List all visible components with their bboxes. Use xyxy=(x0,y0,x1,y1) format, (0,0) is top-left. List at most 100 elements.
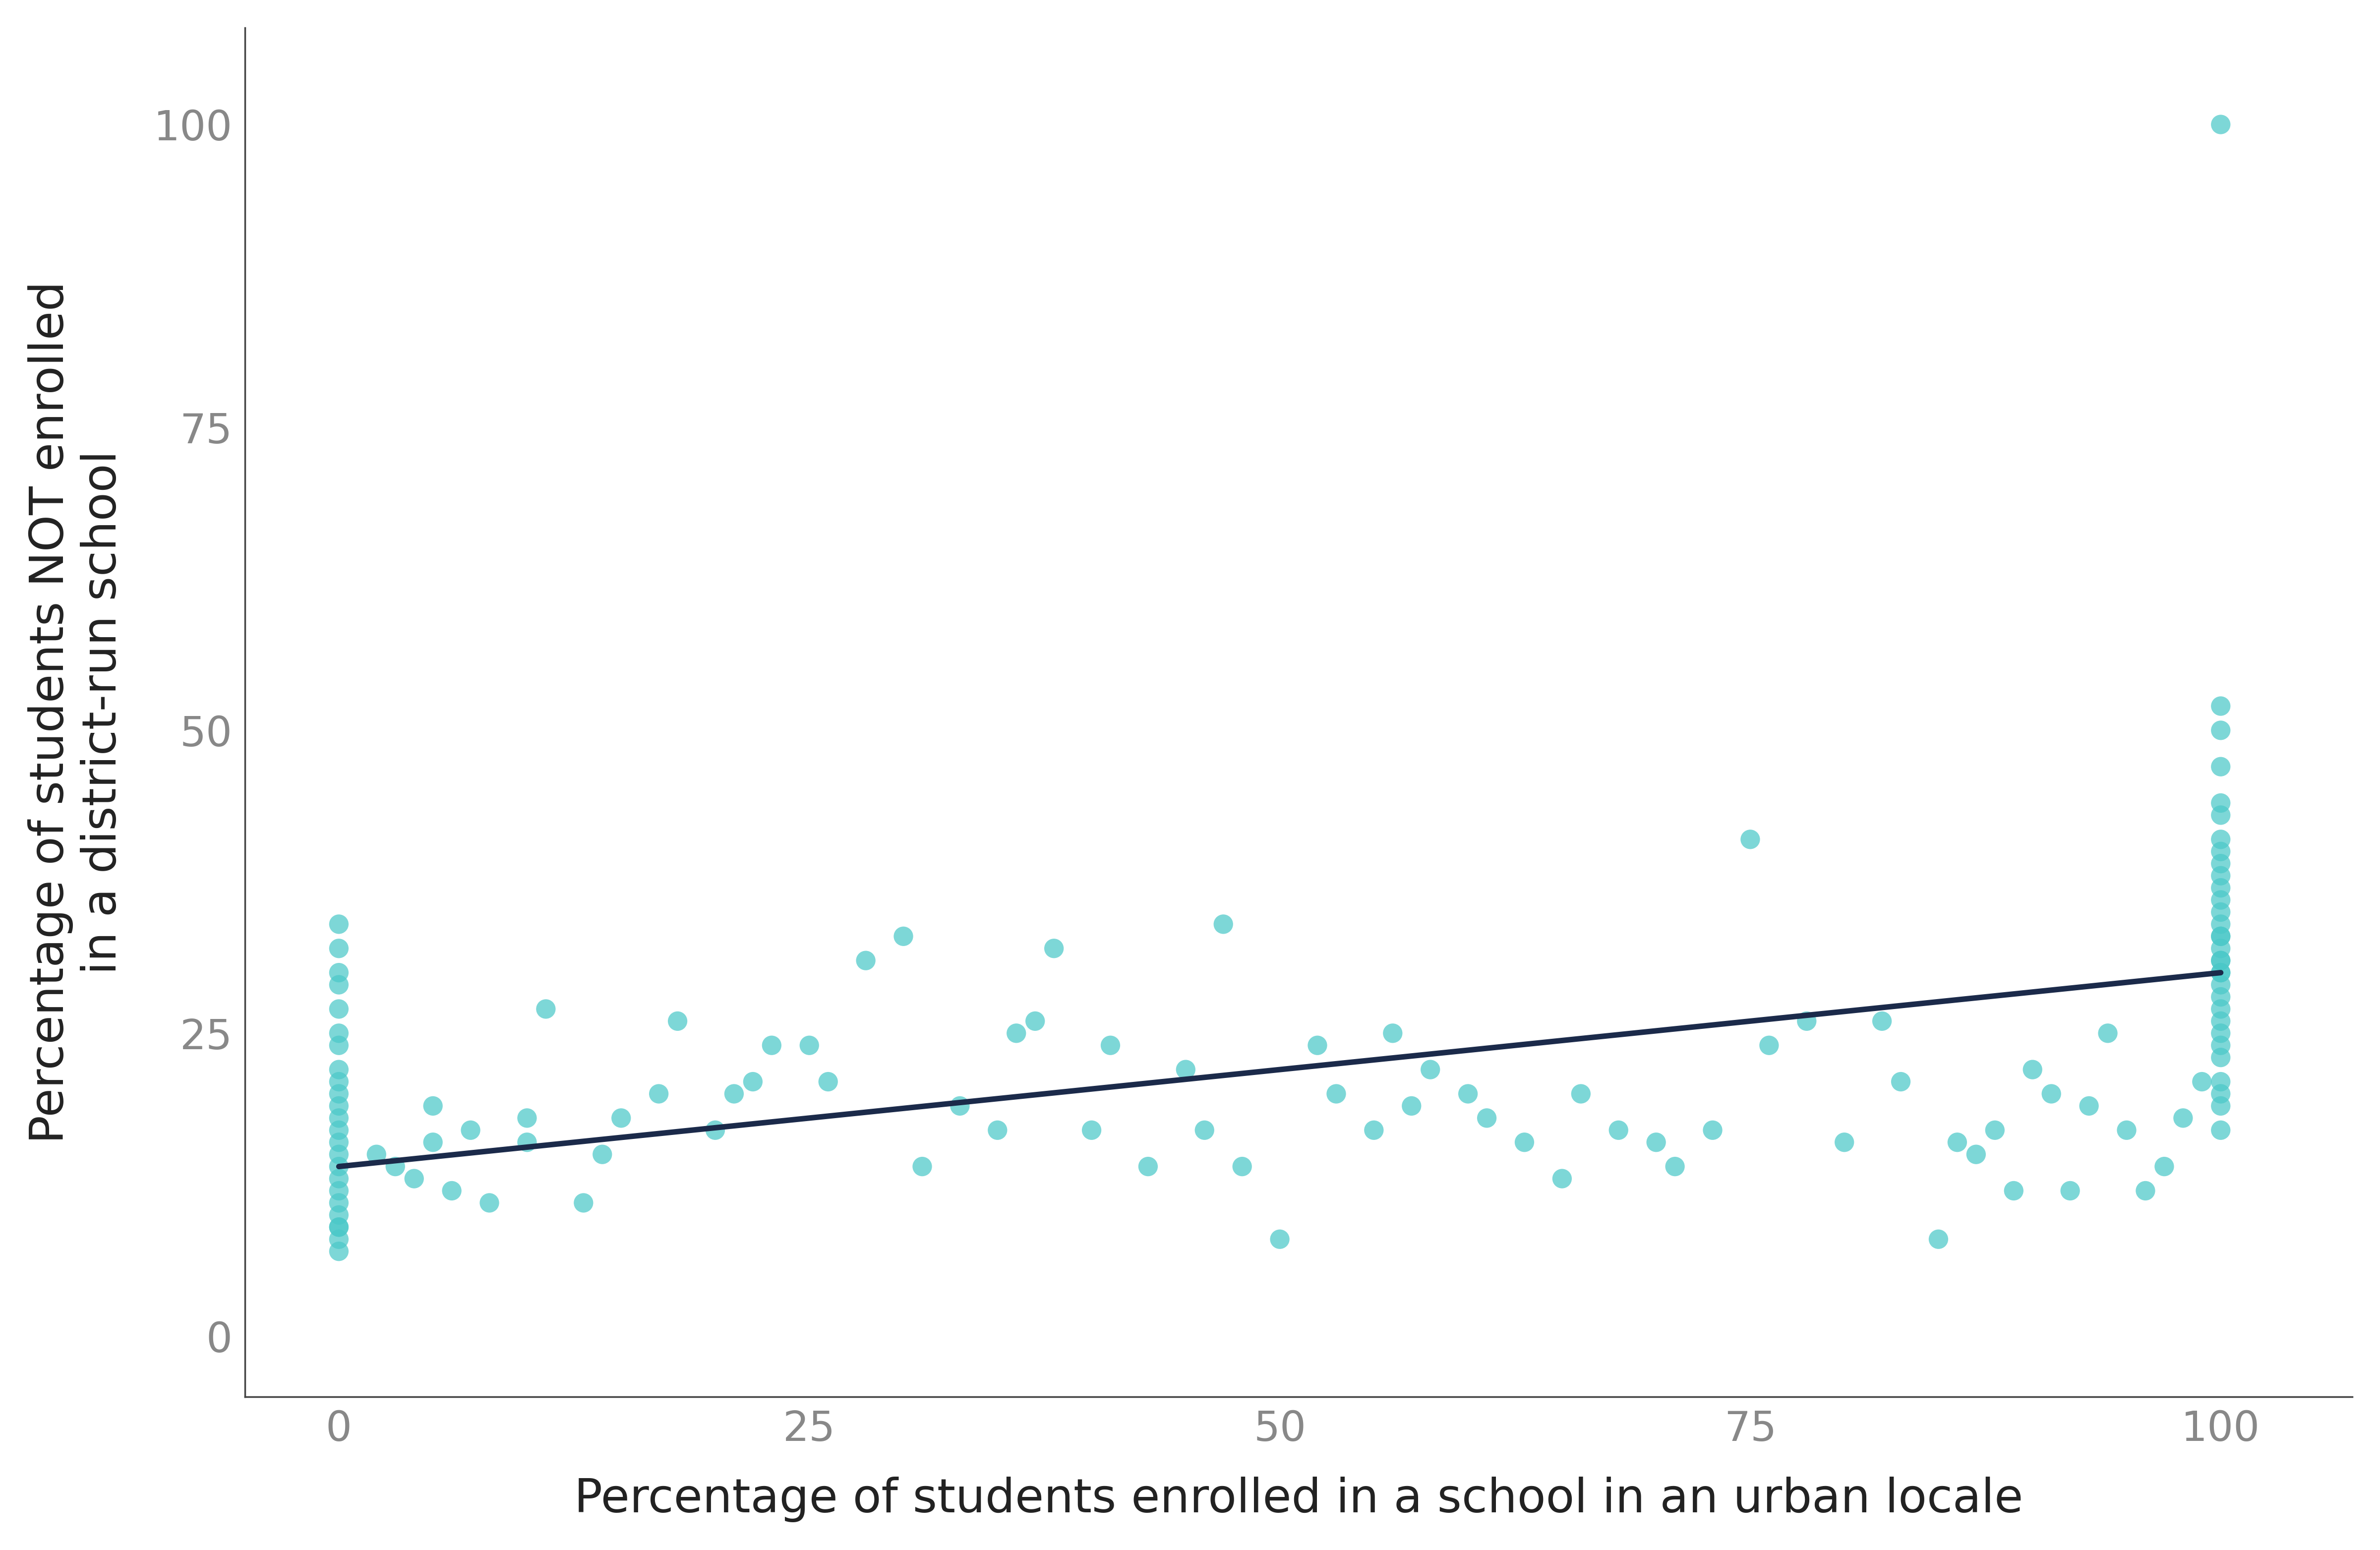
Point xyxy=(319,1203,357,1228)
Point xyxy=(2202,755,2240,780)
Point xyxy=(2163,1105,2202,1130)
Point xyxy=(2052,1178,2090,1203)
Point xyxy=(395,1166,433,1190)
Point xyxy=(452,1118,490,1142)
Point xyxy=(319,1155,357,1180)
Point xyxy=(1092,1032,1130,1057)
Point xyxy=(1223,1155,1261,1180)
Point xyxy=(752,1032,790,1057)
Point xyxy=(2202,1118,2240,1142)
Point xyxy=(319,961,357,986)
Point xyxy=(2202,1070,2240,1094)
Point xyxy=(1073,1118,1111,1142)
Point xyxy=(319,1166,357,1190)
Point xyxy=(319,1094,357,1119)
Point xyxy=(2202,936,2240,961)
Point xyxy=(319,1130,357,1155)
Point xyxy=(1128,1155,1166,1180)
Point xyxy=(1316,1082,1354,1107)
Point xyxy=(2202,961,2240,986)
Point xyxy=(1299,1032,1338,1057)
Point xyxy=(1166,1057,1204,1082)
Point xyxy=(2202,1094,2240,1119)
Point xyxy=(2202,828,2240,853)
Point xyxy=(2202,924,2240,949)
Point xyxy=(414,1094,452,1119)
Point xyxy=(319,1057,357,1082)
Point xyxy=(1468,1105,1507,1130)
Point xyxy=(319,1215,357,1240)
Point xyxy=(2125,1178,2163,1203)
Point xyxy=(319,1082,357,1107)
Point xyxy=(1561,1082,1599,1107)
Point xyxy=(790,1032,828,1057)
Point xyxy=(2090,1021,2128,1046)
Point xyxy=(471,1190,509,1215)
Point xyxy=(2202,997,2240,1021)
Point xyxy=(2202,851,2240,876)
Point xyxy=(1354,1118,1392,1142)
Point xyxy=(2202,694,2240,719)
Point xyxy=(1918,1226,1956,1251)
Point xyxy=(2109,1118,2147,1142)
Point xyxy=(1730,828,1768,853)
Point xyxy=(2202,112,2240,136)
Point xyxy=(319,1021,357,1046)
Point xyxy=(319,911,357,936)
Point xyxy=(1204,911,1242,936)
Point xyxy=(507,1130,545,1155)
Point xyxy=(847,949,885,973)
Point xyxy=(319,1070,357,1094)
Point xyxy=(433,1178,471,1203)
Point xyxy=(319,1226,357,1251)
Point xyxy=(1599,1118,1637,1142)
Point xyxy=(2202,839,2240,863)
Point xyxy=(1507,1130,1545,1155)
Point xyxy=(1994,1178,2033,1203)
Point xyxy=(2071,1094,2109,1119)
Point xyxy=(2202,876,2240,901)
Point xyxy=(319,1118,357,1142)
Point xyxy=(809,1070,847,1094)
Point xyxy=(2202,888,2240,913)
Point xyxy=(2202,924,2240,949)
Y-axis label: Percentage of students NOT enrolled
in a district-run school: Percentage of students NOT enrolled in a… xyxy=(29,281,126,1144)
Point xyxy=(2202,911,2240,936)
Point xyxy=(1035,936,1073,961)
Point xyxy=(319,1215,357,1240)
Point xyxy=(714,1082,752,1107)
Point xyxy=(1787,1009,1825,1034)
Point xyxy=(319,936,357,961)
Point xyxy=(2202,1009,2240,1034)
Point xyxy=(2202,1021,2240,1046)
Point xyxy=(2202,790,2240,815)
Point xyxy=(1637,1130,1676,1155)
Point xyxy=(1956,1142,1994,1167)
Point xyxy=(319,1142,357,1167)
Point xyxy=(1261,1226,1299,1251)
Point xyxy=(2202,863,2240,888)
Point xyxy=(357,1142,395,1167)
Point xyxy=(1825,1130,1864,1155)
Point xyxy=(526,997,564,1021)
Point xyxy=(319,1032,357,1057)
Point xyxy=(1392,1094,1430,1119)
Point xyxy=(414,1130,452,1155)
Point xyxy=(997,1021,1035,1046)
Point xyxy=(319,1105,357,1130)
Point xyxy=(1749,1032,1787,1057)
Point xyxy=(2202,961,2240,986)
Point xyxy=(2033,1082,2071,1107)
Point xyxy=(2202,984,2240,1009)
Point xyxy=(2202,718,2240,742)
Point xyxy=(902,1155,940,1180)
Point xyxy=(697,1118,735,1142)
Point xyxy=(1185,1118,1223,1142)
Point xyxy=(507,1105,545,1130)
Point xyxy=(2202,1082,2240,1107)
Point xyxy=(2144,1155,2182,1180)
Point xyxy=(885,924,923,949)
Point xyxy=(2202,803,2240,828)
Point xyxy=(1864,1009,1902,1034)
Point xyxy=(1937,1130,1975,1155)
